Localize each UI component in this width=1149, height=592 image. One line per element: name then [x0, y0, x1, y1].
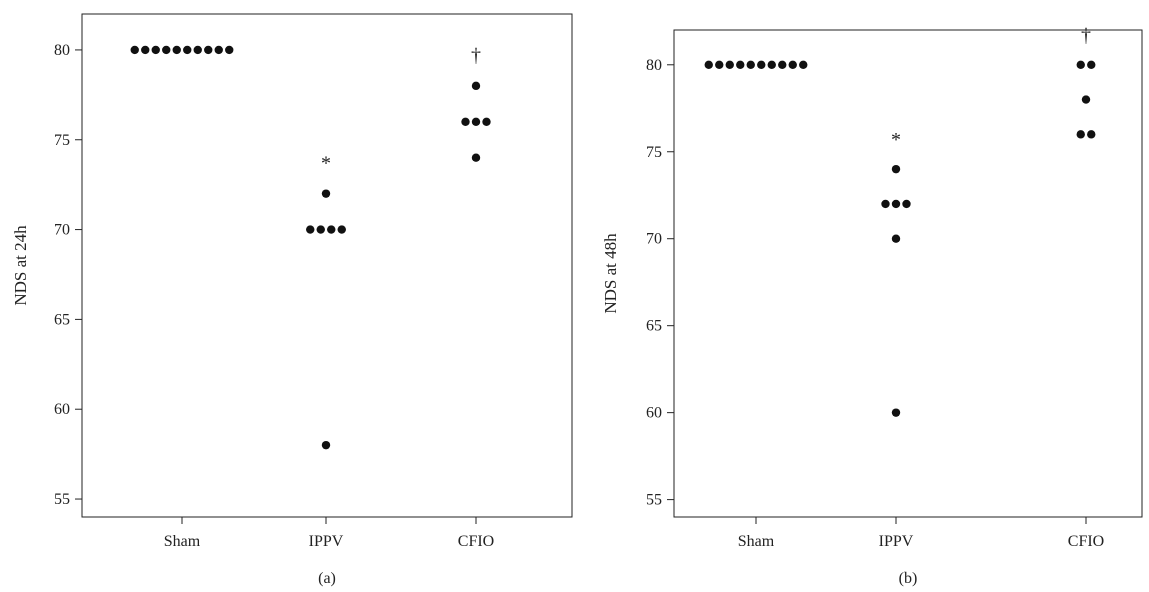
- data-point: [130, 45, 139, 55]
- significance-marker: †: [471, 45, 481, 67]
- panel-label: (a): [318, 570, 336, 587]
- data-point: [891, 408, 901, 417]
- y-tick-label: 70: [646, 231, 662, 248]
- data-point: [306, 225, 315, 234]
- y-axis-label: NDS at 48h: [601, 233, 620, 314]
- data-point: [746, 60, 755, 69]
- data-point: [471, 81, 481, 91]
- plot-frame: [673, 29, 1143, 518]
- data-point: [316, 225, 325, 234]
- data-point: [225, 45, 234, 55]
- y-tick-label: 75: [646, 144, 662, 161]
- data-point: [337, 225, 346, 234]
- data-point: [1087, 130, 1096, 139]
- data-point: [736, 60, 745, 69]
- x-tick-label: Sham: [738, 533, 775, 550]
- data-point: [204, 45, 213, 55]
- x-tick-label: Sham: [164, 533, 201, 550]
- panel-label: (b): [899, 570, 918, 587]
- data-point: [1081, 95, 1091, 104]
- data-point: [778, 60, 787, 69]
- data-point: [725, 60, 734, 69]
- data-point: [482, 117, 491, 126]
- data-point: [461, 117, 470, 126]
- y-tick-label: 80: [646, 57, 662, 74]
- data-point: [788, 60, 797, 69]
- y-tick-label: 70: [54, 222, 70, 239]
- y-tick-label: 65: [54, 311, 70, 328]
- y-tick-label: 55: [646, 492, 662, 509]
- x-tick-label: IPPV: [309, 533, 344, 550]
- x-tick-label: CFIO: [458, 533, 494, 550]
- x-tick-label: IPPV: [879, 533, 914, 550]
- y-axis-label: NDS at 24h: [11, 225, 30, 306]
- data-point: [327, 225, 336, 234]
- x-tick-label: CFIO: [1068, 533, 1104, 550]
- data-point: [162, 45, 171, 55]
- data-point: [757, 60, 766, 69]
- data-point: [799, 60, 808, 69]
- data-point: [151, 45, 160, 55]
- y-tick-label: 60: [646, 405, 662, 422]
- data-point: [141, 45, 150, 55]
- data-point: [321, 189, 331, 198]
- significance-marker: *: [891, 129, 901, 151]
- data-point: [214, 45, 223, 55]
- chart-panel-a: 55 60 65 70 75 80 Sham IPPV CFIO NDS at 24h (a) * †: [11, 13, 573, 587]
- data-point: [471, 117, 481, 126]
- data-point: [321, 440, 331, 450]
- data-point: [471, 153, 481, 162]
- data-point: [881, 199, 890, 209]
- data-point: [1087, 60, 1096, 69]
- y-tick-label: 55: [54, 491, 70, 508]
- data-point: [193, 45, 202, 55]
- data-point: [715, 60, 724, 69]
- data-point: [902, 199, 911, 209]
- y-tick-label: 65: [646, 318, 662, 335]
- significance-marker: *: [321, 152, 331, 174]
- data-point: [767, 60, 776, 69]
- plot-frame: [81, 13, 573, 518]
- y-tick-label: 80: [54, 42, 70, 59]
- y-tick-label: 75: [54, 132, 70, 149]
- data-point: [704, 60, 713, 69]
- data-point: [1076, 60, 1085, 69]
- data-point: [891, 164, 901, 174]
- data-point: [172, 45, 181, 55]
- data-point: [1076, 130, 1085, 139]
- data-point: [891, 234, 901, 243]
- data-point: [891, 199, 901, 209]
- chart-panel-b: 55 60 65 70 75 80 Sham IPPV CFIO NDS at 48h (b) * †: [601, 24, 1143, 587]
- y-tick-label: 60: [54, 401, 70, 418]
- data-point: [183, 45, 192, 55]
- significance-marker: †: [1081, 24, 1091, 46]
